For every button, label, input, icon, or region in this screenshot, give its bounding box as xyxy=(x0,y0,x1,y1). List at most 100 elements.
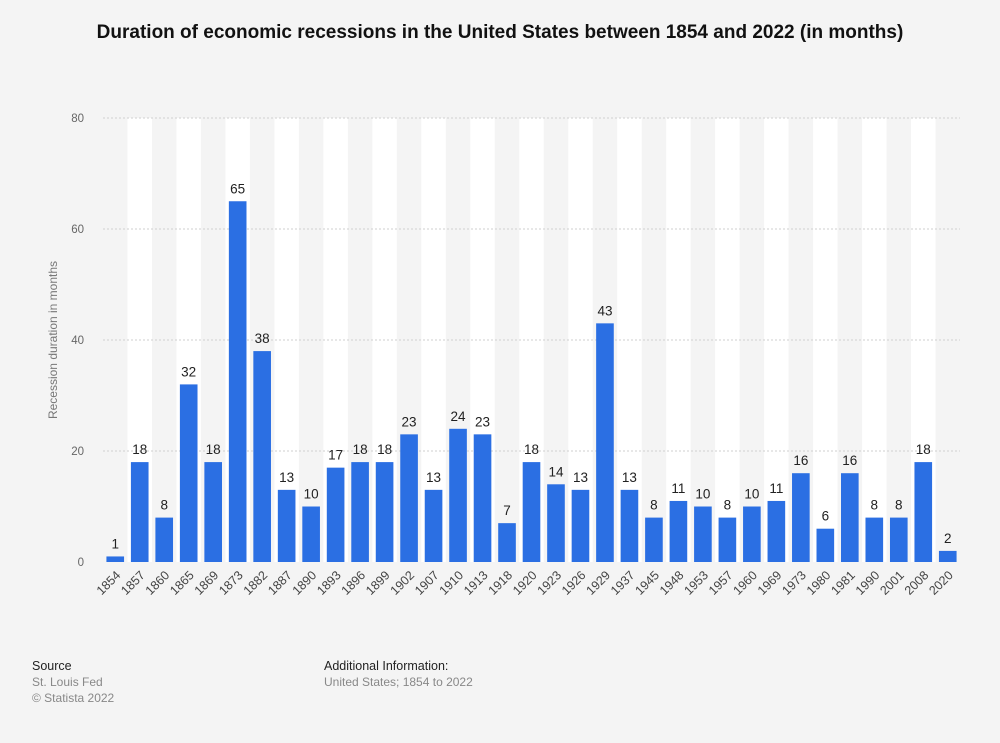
copyright-line: © Statista 2022 xyxy=(32,691,115,705)
x-tick-label: 1918 xyxy=(486,568,516,598)
bar xyxy=(228,201,247,562)
bar xyxy=(914,462,933,562)
bar xyxy=(130,462,149,562)
bar xyxy=(522,462,541,562)
bar xyxy=(743,506,761,562)
plot-band xyxy=(813,118,838,562)
bar xyxy=(253,351,271,562)
x-tick-label: 1893 xyxy=(314,568,344,598)
bar xyxy=(865,517,884,562)
data-label: 16 xyxy=(842,453,857,468)
x-tick-label: 1854 xyxy=(94,568,124,598)
y-tick-label: 40 xyxy=(71,335,84,347)
data-label: 8 xyxy=(650,498,658,513)
data-label: 23 xyxy=(475,414,490,429)
data-label: 18 xyxy=(524,442,539,457)
bar xyxy=(571,489,590,562)
plot-band xyxy=(274,118,299,562)
data-label: 18 xyxy=(916,442,931,457)
data-label: 11 xyxy=(671,481,685,496)
data-label: 23 xyxy=(402,414,417,429)
x-tick-label: 1857 xyxy=(118,568,148,598)
x-tick-label: 1973 xyxy=(779,568,809,598)
plot-band xyxy=(666,118,691,562)
data-label: 7 xyxy=(503,503,511,518)
bars xyxy=(106,201,957,562)
y-tick-label: 60 xyxy=(71,224,84,236)
data-label: 10 xyxy=(744,487,759,502)
x-tick-label: 1945 xyxy=(632,568,662,598)
bar xyxy=(302,506,320,562)
data-label: 38 xyxy=(255,331,270,346)
bar xyxy=(498,523,516,562)
plot-band xyxy=(862,118,887,562)
gridlines xyxy=(103,117,960,452)
y-tick-label: 20 xyxy=(71,446,84,458)
y-axis-label: Recession duration in months xyxy=(46,260,60,420)
x-tick-label: 1957 xyxy=(706,568,736,598)
bar xyxy=(473,434,492,562)
data-label: 18 xyxy=(353,442,368,457)
data-label: 16 xyxy=(793,453,808,468)
source-line: St. Louis Fed xyxy=(32,675,103,689)
bar xyxy=(767,500,786,562)
data-label: 24 xyxy=(451,409,467,424)
bar xyxy=(596,323,614,562)
data-label: 8 xyxy=(871,498,879,513)
data-label: 2 xyxy=(944,531,952,546)
x-tick-label: 1953 xyxy=(681,568,711,598)
data-label: 18 xyxy=(132,442,147,457)
bar xyxy=(889,517,908,562)
x-tick-label: 1860 xyxy=(143,568,173,598)
x-tick-label: 1929 xyxy=(584,568,614,598)
x-tick-label: 1899 xyxy=(363,568,393,598)
x-tick-label: 1948 xyxy=(657,568,687,598)
bar xyxy=(840,473,859,562)
x-tick-label: 1890 xyxy=(290,568,320,598)
x-tick-label: 1981 xyxy=(828,568,858,598)
x-tick-label: 2008 xyxy=(902,568,932,598)
bar xyxy=(106,556,125,562)
data-label: 65 xyxy=(230,181,245,196)
data-label: 14 xyxy=(548,464,564,479)
data-label: 8 xyxy=(160,498,168,513)
x-tick-label: 1920 xyxy=(510,568,540,598)
source-label: Source xyxy=(32,659,72,673)
data-label: 43 xyxy=(597,303,612,318)
x-tick-label: 2001 xyxy=(877,568,907,598)
x-tick-label: 1937 xyxy=(608,568,638,598)
bar xyxy=(694,506,712,562)
data-label: 13 xyxy=(622,470,637,485)
bar xyxy=(351,462,369,562)
x-tick-label: 1980 xyxy=(804,568,834,598)
data-label: 18 xyxy=(377,442,392,457)
data-label: 10 xyxy=(695,487,710,502)
bar xyxy=(155,517,174,562)
x-tick-label: 1960 xyxy=(730,568,760,598)
x-tick-label: 1926 xyxy=(559,568,589,598)
x-tick-label: 1907 xyxy=(412,568,442,598)
bar xyxy=(424,489,443,562)
x-tick-label: 1913 xyxy=(461,568,491,598)
x-tick-label: 1869 xyxy=(192,568,222,598)
bar xyxy=(792,473,810,562)
x-tick-label: 1990 xyxy=(853,568,883,598)
data-label: 17 xyxy=(328,448,343,463)
additional-info-text: United States; 1854 to 2022 xyxy=(324,675,473,689)
plot-band xyxy=(617,118,642,562)
plot-band xyxy=(421,118,446,562)
data-label: 32 xyxy=(181,364,196,379)
data-label: 13 xyxy=(426,470,441,485)
bar xyxy=(179,384,198,562)
x-tick-label: 1873 xyxy=(216,568,246,598)
data-label: 18 xyxy=(206,442,221,457)
y-tick-label: 0 xyxy=(78,557,84,569)
data-label: 6 xyxy=(822,509,830,524)
data-label: 8 xyxy=(895,498,903,513)
additional-info-label: Additional Information: xyxy=(324,659,449,673)
additional-info-block: Additional Information: United States; 1… xyxy=(324,658,473,690)
bar xyxy=(449,428,467,562)
bar xyxy=(645,517,663,562)
